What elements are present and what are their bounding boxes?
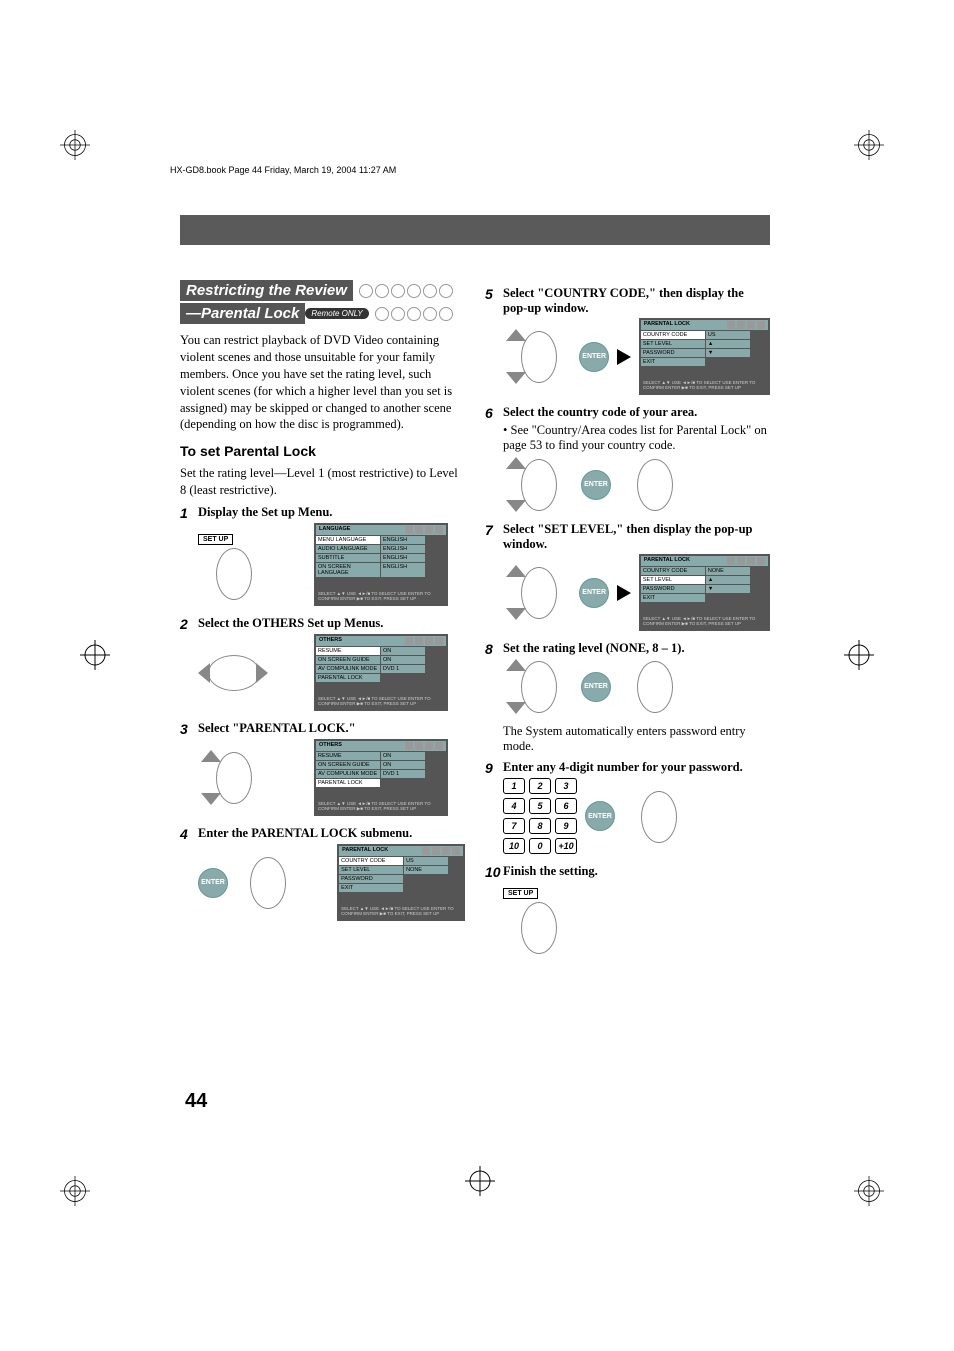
page-number: 44 — [185, 1090, 207, 1113]
title-block: Restricting the Review —Parental Lock Re… — [180, 280, 465, 324]
step-8: 8 Set the rating level (NONE, 8 – 1). — [485, 641, 770, 657]
right-column: 5 Select "COUNTRY CODE," then display th… — [485, 280, 770, 965]
remote-only-badge: Remote ONLY — [305, 308, 368, 319]
menu-parental-level: PARENTAL LOCK COUNTRY CODENONE SET LEVEL… — [639, 554, 770, 631]
remote-press-icon — [232, 855, 302, 910]
setup-button-fig: SET UP — [198, 528, 268, 601]
title-line2: —Parental Lock — [180, 303, 305, 324]
menu-others-1: OTHERS RESUMEON ON SCREEN GUIDEON AV COM… — [314, 634, 448, 711]
numpad: 123 456 789 100+10 — [503, 778, 577, 854]
enter-button-icon: ENTER — [198, 868, 228, 898]
step-6: 6 Select the country code of your area. — [485, 405, 770, 421]
subheading-body: Set the rating level—Level 1 (most restr… — [180, 465, 465, 499]
crop-mark-icon — [844, 640, 874, 675]
menu-parental-1: PARENTAL LOCK COUNTRY CODEUS SET LEVELNO… — [337, 844, 465, 921]
crop-mark-icon — [60, 130, 100, 170]
intro-text: You can restrict playback of DVD Video c… — [180, 332, 465, 433]
crop-mark-icon — [854, 130, 894, 170]
title-line1: Restricting the Review — [180, 280, 353, 301]
crop-mark-icon — [60, 1176, 100, 1216]
title-dots-2 — [373, 307, 453, 321]
book-header-line: HX-GD8.book Page 44 Friday, March 19, 20… — [170, 165, 396, 175]
remote-updown-icon — [198, 750, 268, 805]
subheading: To set Parental Lock — [180, 443, 465, 459]
step-8-note: The System automatically enters password… — [503, 724, 770, 754]
arrow-right-icon — [617, 349, 631, 365]
menu-parental-country: PARENTAL LOCK COUNTRY CODEUS SET LEVEL▲ … — [639, 318, 770, 395]
crop-mark-icon — [465, 1166, 495, 1201]
left-column: Restricting the Review —Parental Lock Re… — [180, 280, 465, 965]
menu-others-2: OTHERS RESUMEON ON SCREEN GUIDEON AV COM… — [314, 739, 448, 816]
remote-leftright-icon — [198, 645, 268, 700]
step-1: 1 Display the Set up Menu. — [180, 505, 465, 521]
step-6-note: • See "Country/Area codes list for Paren… — [503, 423, 770, 453]
title-dots-1 — [357, 284, 453, 298]
menu-language: LANGUAGE MENU LANGUAGEENGLISH AUDIO LANG… — [314, 523, 448, 606]
step-3: 3 Select "PARENTAL LOCK." — [180, 721, 465, 737]
step-9: 9 Enter any 4-digit number for your pass… — [485, 760, 770, 776]
page-content: Restricting the Review —Parental Lock Re… — [180, 230, 780, 965]
step-7: 7 Select "SET LEVEL," then display the p… — [485, 522, 770, 552]
crop-mark-icon — [80, 640, 110, 675]
step-5: 5 Select "COUNTRY CODE," then display th… — [485, 286, 770, 316]
crop-mark-icon — [854, 1176, 894, 1216]
step-10: 10 Finish the setting. — [485, 864, 770, 880]
step-4: 4 Enter the PARENTAL LOCK submenu. — [180, 826, 465, 842]
step-2: 2 Select the OTHERS Set up Menus. — [180, 616, 465, 632]
